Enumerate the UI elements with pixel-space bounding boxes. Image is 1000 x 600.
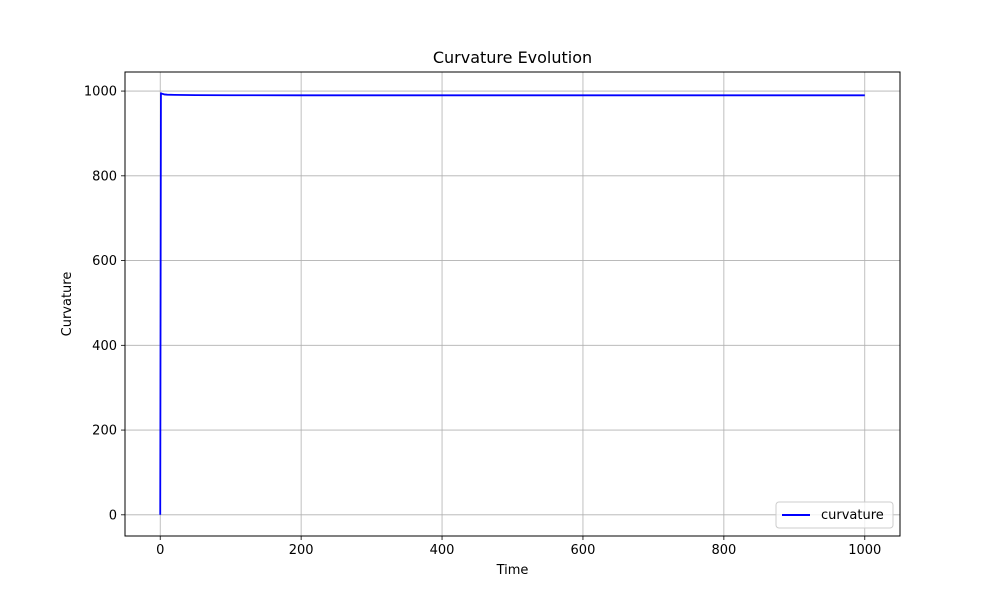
legend-box <box>775 501 894 529</box>
plot-frame <box>124 71 901 537</box>
y-tick-label: 0 <box>109 508 117 523</box>
series-line-curvature <box>159 92 865 515</box>
legend: curvature <box>775 501 894 529</box>
x-axis-label: Time <box>496 563 529 578</box>
y-axis-label: Curvature <box>60 272 75 337</box>
chart-title: Curvature Evolution <box>433 48 592 67</box>
y-tick-label: 1000 <box>84 85 117 100</box>
x-tick-label: 1000 <box>848 543 881 558</box>
grid-lines <box>125 72 900 536</box>
x-tick-label: 200 <box>289 543 314 558</box>
legend-label-curvature: curvature <box>821 508 884 523</box>
y-tick-label: 800 <box>92 169 117 184</box>
y-tick-label: 400 <box>92 339 117 354</box>
series-layer <box>159 92 865 515</box>
y-tick-label: 600 <box>92 254 117 269</box>
x-tick-label: 600 <box>571 543 596 558</box>
ticks: 0 200 400 600 800 1000 0 200 400 600 800 1000 <box>84 85 881 558</box>
x-tick-label: 800 <box>711 543 736 558</box>
x-tick-label: 400 <box>430 543 455 558</box>
y-tick-label: 200 <box>92 424 117 439</box>
x-tick-label: 0 <box>156 543 164 558</box>
